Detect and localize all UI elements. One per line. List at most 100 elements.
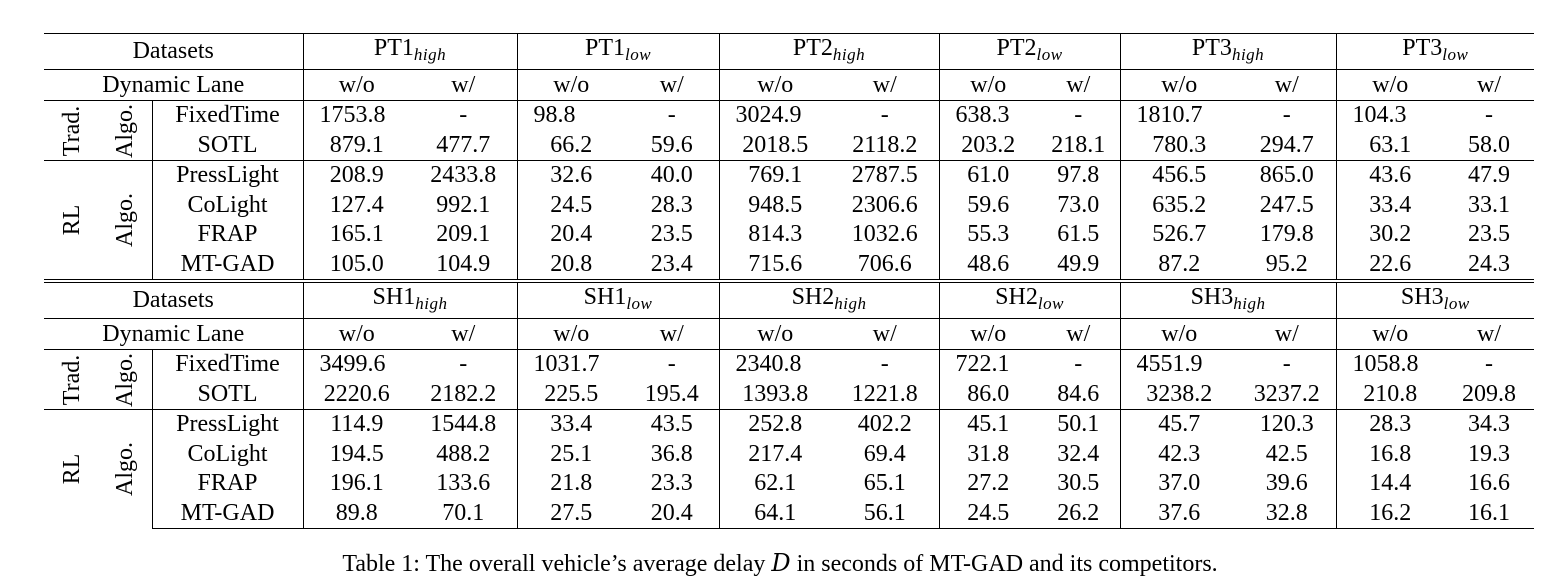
value-cell-without: 4551.9 (1119, 349, 1239, 380)
dataset-header: PT2high (718, 33, 940, 70)
value-cell-with: 3237.2 (1253, 380, 1320, 407)
value-cell-with: 1544.8 (410, 409, 518, 440)
value-cell-with: 179.8 (1259, 221, 1314, 248)
dataset-header: SH3high (1119, 279, 1337, 319)
method-name: CoLight (151, 190, 304, 220)
value-cell-without: 37.0 (1119, 469, 1239, 499)
value-cell-without: 16.2 (1335, 498, 1445, 529)
table-row: Trad. Algo. FixedTime 3499.6-1031.7-2340.8-… (44, 349, 1535, 410)
value-cell-with: 2787.5 (831, 160, 940, 191)
value-cell-with: 195.4 (644, 380, 699, 407)
value-cell-with: 42.5 (1265, 440, 1308, 467)
value-cell-with: 2433.8 (410, 160, 518, 191)
value-cell-without: 28.3 (1335, 409, 1445, 440)
column-header-without: w/o (718, 69, 832, 101)
value-cell-without: 1810.7 (1119, 100, 1239, 131)
value-cell-with: - (831, 100, 940, 131)
value-cell-without: 33.4 (516, 409, 626, 440)
value-cell-with: 247.5 (1259, 191, 1314, 218)
column-header-without: w/o (516, 318, 626, 350)
value-cell-with: - (1037, 349, 1121, 380)
dataset-name: SH1 (583, 284, 627, 310)
value-cell-with: 1221.8 (851, 380, 918, 407)
table-row: RL Algo. PressLight 114.9 1544.8 33.4 43.5 252.… (44, 409, 1535, 529)
value-cell-with: 23.3 (650, 470, 693, 497)
value-cell-with: 16.1 (1444, 498, 1535, 529)
value-cell-without: 210.8 (1335, 379, 1445, 410)
group-label-inner: Algo. (99, 349, 152, 410)
value-cell-without: 3024.9 (718, 100, 832, 131)
value-cell-with: - (1238, 349, 1337, 380)
column-header-with: w/ (831, 318, 940, 350)
method-name: CoLight (151, 439, 304, 469)
value-cell-with: 70.1 (410, 498, 518, 529)
dataset-subscript: high (1231, 45, 1265, 64)
value-cell-without: 62.1 (718, 469, 832, 499)
value-cell-without: 31.8 (938, 439, 1038, 469)
value-cell-without: 114.9 (302, 409, 411, 440)
group-label-text: Algo. (112, 193, 139, 247)
value-cell-without: 61.0 (938, 160, 1038, 191)
group-label-text: Algo. (112, 352, 139, 407)
value-cell-with: 19.3 (1468, 440, 1511, 467)
caption-prefix: Table 1: The overall vehicle’s average d… (342, 551, 772, 577)
value-cell-without: 59.6 (938, 190, 1038, 220)
group-label-text: RL (58, 204, 85, 236)
method-name: FRAP (151, 469, 304, 499)
value-cell-without: 42.3 (1119, 439, 1239, 469)
value-cell-with: 50.1 (1037, 409, 1121, 440)
group-label-text: Trad. (58, 105, 85, 156)
value-cell-with: 209.8 (1462, 380, 1517, 407)
value-cell-with: 73.0 (1057, 191, 1100, 218)
value-cell-without: 22.6 (1335, 249, 1445, 281)
method-name: FRAP (151, 220, 304, 250)
value-cell-with: 16.6 (1468, 470, 1511, 497)
dataset-name: PT3 (1402, 35, 1443, 61)
value-cell-with: 706.6 (857, 250, 912, 277)
column-header-without: w/o (516, 69, 626, 101)
value-cell-with: 32.8 (1238, 498, 1337, 529)
value-cell-with: 65.1 (863, 470, 906, 497)
value-cell-without: 48.6 (938, 249, 1038, 281)
column-header-without: w/o (1119, 318, 1239, 350)
value-cell-with: - (1037, 100, 1121, 131)
value-cell-without: 64.1 (718, 498, 832, 529)
dynamic-lane-label: Dynamic Lane (44, 318, 304, 350)
method-name: FixedTime (151, 100, 304, 131)
datasets-header-label: Datasets (44, 33, 304, 70)
value-cell-with: - (410, 100, 518, 131)
column-header-with: w/ (410, 318, 518, 350)
method-name: PressLight (151, 409, 304, 440)
dataset-header: SH3low (1335, 279, 1535, 319)
value-cell-without: 55.3 (938, 220, 1038, 250)
datasets-header-row: Datasets PT1high PT1low PT2high PT2low PT3hig… (44, 33, 1535, 70)
value-cell-with: 95.2 (1265, 250, 1308, 277)
dataset-name: SH2 (995, 284, 1038, 310)
value-cell-without: 814.3 (718, 220, 832, 250)
dataset-header: PT3high (1119, 33, 1337, 70)
value-cell-without: 20.8 (516, 249, 626, 281)
value-cell-with: 84.6 (1057, 380, 1100, 407)
value-cell-with: 1032.6 (851, 221, 918, 248)
value-cell-without: 24.5 (516, 190, 626, 220)
group-label-text: Algo. (112, 103, 139, 158)
dataset-subscript: low (625, 45, 652, 64)
group-label-outer: RL (44, 409, 99, 529)
method-name: SOTL (151, 130, 304, 161)
group-label-inner: Algo. (99, 100, 152, 161)
value-cell-with: - (1444, 100, 1535, 131)
column-header-without: w/o (1335, 318, 1445, 350)
value-cell-with: 23.5 (1468, 221, 1511, 248)
value-cell-with: 49.9 (1057, 250, 1100, 277)
value-cell-with: - (410, 349, 518, 380)
method-name: MT-GAD (151, 249, 304, 281)
table-row: Trad. Algo. FixedTime 1753.8-98.8-3024.9-63… (44, 100, 1535, 161)
dataset-header: PT1high (302, 33, 518, 70)
table-row: SOTL 2220.6 2182.2 225.5 195.4 1393.8 1221.8 86… (44, 379, 1534, 410)
dataset-subscript: high (832, 45, 866, 64)
value-cell-without: 27.2 (938, 469, 1038, 499)
dataset-name: PT2 (996, 35, 1037, 61)
value-cell-without: 722.1 (938, 349, 1038, 380)
value-cell-without: 16.8 (1335, 439, 1445, 469)
group-label-outer: RL (44, 160, 99, 281)
